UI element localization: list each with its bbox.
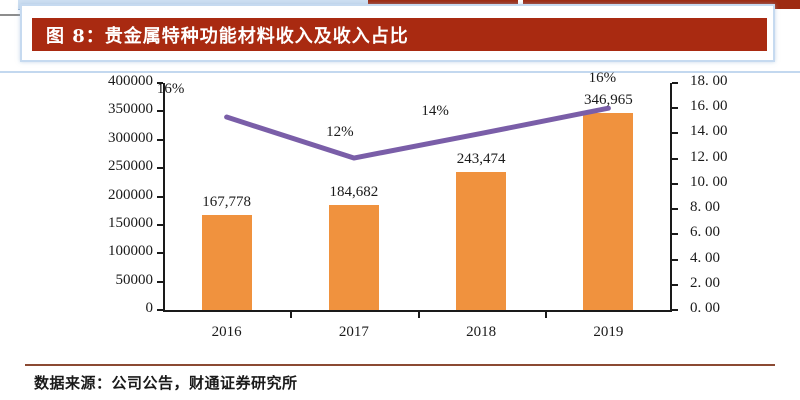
category-label-2019: 2019: [593, 324, 624, 340]
left-axis-tick: [157, 280, 163, 283]
right-axis-label: 12. 00: [690, 148, 728, 165]
ratio-label-2018: 14%: [421, 103, 449, 120]
chart-top-rule: [0, 71, 800, 73]
left-axis-tick: [157, 138, 163, 141]
source-note: 数据来源：公司公告，财通证券研究所: [34, 374, 298, 392]
right-axis-label: 4. 00: [690, 249, 720, 266]
left-axis-label: 100000: [108, 243, 153, 260]
category-axis-tick: [417, 312, 420, 318]
left-axis-tick: [157, 110, 163, 113]
right-axis-tick: [672, 258, 678, 261]
left-axis-label: 200000: [108, 186, 153, 203]
bar-2019[interactable]: [583, 113, 634, 310]
line-series: [224, 105, 611, 161]
right-axis-tick: [672, 309, 678, 311]
footer-divider: [25, 364, 775, 366]
figure-title-bar: 图 8：贵金属特种功能材料收入及收入占比: [32, 18, 767, 51]
left-axis-label: 0: [145, 300, 154, 316]
right-axis-label: 14. 00: [690, 123, 728, 140]
left-axis-tick: [157, 223, 163, 226]
category-label-2018: 2018: [466, 324, 497, 340]
right-axis-tick: [672, 107, 678, 110]
bar-2016[interactable]: [201, 214, 252, 310]
left-axis-tick: [157, 167, 163, 170]
left-axis-label: 150000: [108, 214, 153, 231]
right-axis-label: 10. 00: [690, 173, 728, 190]
right-axis-label: 8. 00: [690, 199, 720, 216]
right-axis-tick: [672, 208, 678, 211]
right-axis-label: 6. 00: [690, 224, 720, 241]
right-axis-line: [670, 83, 672, 311]
bar-value-label-2018: 243,474: [456, 150, 506, 167]
left-axis-tick: [157, 82, 163, 84]
figure-chart: 0 50000 100000 150000 200000 250000 300000 3500…: [0, 70, 800, 353]
right-axis-label: 18. 00: [690, 73, 728, 89]
left-axis-tick: [157, 252, 163, 255]
right-axis-tick: [672, 82, 678, 84]
left-axis-label: 250000: [108, 158, 153, 175]
left-axis-label: 50000: [115, 271, 154, 288]
plot-area: [157, 82, 678, 318]
right-axis-tick: [672, 283, 678, 286]
right-axis-label: 2. 00: [690, 274, 720, 291]
category-label-2016: 2016: [211, 324, 242, 340]
decor-gray-rule: [0, 14, 22, 16]
left-axis-label: 400000: [108, 73, 153, 89]
ratio-label-2017: 12%: [326, 124, 354, 141]
figure-title-card: 图 8：贵金属特种功能材料收入及收入占比: [20, 4, 775, 62]
right-axis-tick: [672, 157, 678, 160]
bar-2018[interactable]: [456, 171, 507, 310]
right-axis-tick: [672, 233, 678, 236]
left-axis-label: 300000: [108, 129, 153, 146]
ratio-label-2019: 16%: [588, 70, 617, 87]
bar-2017[interactable]: [328, 205, 379, 310]
category-axis-tick: [544, 312, 547, 318]
bar-value-label-2016: 167,778: [202, 193, 251, 210]
right-axis-label: 16. 00: [690, 98, 728, 115]
category-axis-tick: [290, 312, 293, 318]
page-title: 图 8：贵金属特种功能材料收入及收入占比: [46, 25, 409, 47]
left-axis-tick: [157, 195, 163, 198]
category-axis-line: [163, 310, 672, 312]
right-axis-label: 0. 00: [690, 300, 720, 316]
left-axis-line: [163, 83, 165, 311]
ratio-label-2016: 16%: [156, 81, 185, 98]
right-axis-tick: [672, 132, 678, 135]
bar-value-label-2017: 184,682: [329, 184, 379, 201]
left-axis-tick: [157, 309, 163, 311]
ratio-line-path: [224, 105, 611, 161]
bar-value-label-2019: 346,965: [584, 92, 633, 109]
left-axis-label: 350000: [108, 101, 153, 118]
right-axis-tick: [672, 182, 678, 185]
category-label-2017: 2017: [338, 324, 369, 340]
